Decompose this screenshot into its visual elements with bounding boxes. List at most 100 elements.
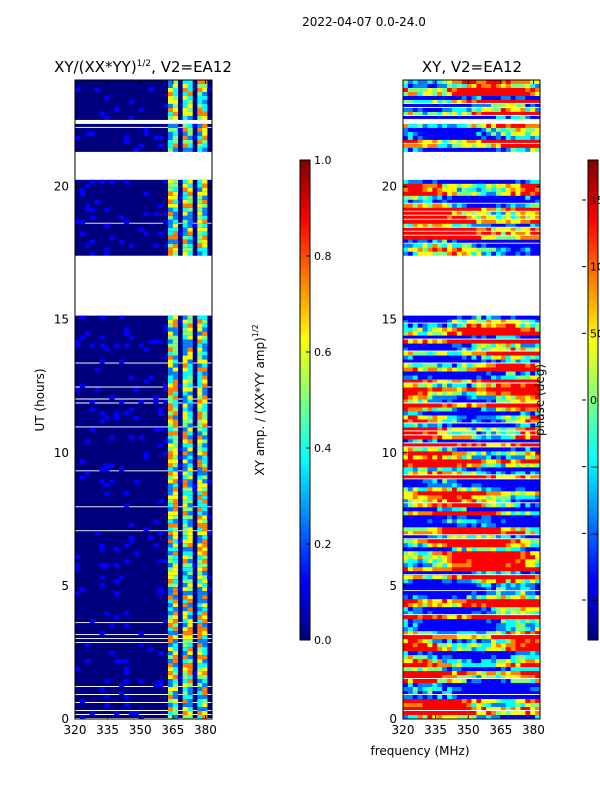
heatmap-cell [530,236,535,240]
heatmap-cell [452,487,457,491]
heatmap-cell [525,368,530,372]
heatmap-cell [496,132,501,136]
heatmap-cell [511,144,516,148]
heatmap-cell [530,663,535,667]
heatmap-cell [447,491,452,495]
heatmap-cell [511,619,516,623]
heatmap-cell [447,344,452,348]
heatmap-cell [516,188,521,192]
heatmap-cell [452,463,457,467]
heatmap-cell [437,635,442,639]
heatmap-cell [447,244,452,248]
heatmap-cell [423,547,428,551]
heatmap-cell [197,124,202,128]
heatmap-cell [197,587,202,591]
heatmap-cell [476,196,481,200]
heatmap-cell [413,188,418,192]
heatmap-cell [192,487,197,491]
heatmap-cell [432,555,437,559]
heatmap-cell [197,100,202,104]
heatmap-cell [457,603,462,607]
heatmap-cell [197,583,202,587]
heatmap-cell [188,132,193,136]
heatmap-cell [442,192,447,196]
heatmap-cell [427,463,432,467]
heatmap-cell [403,511,408,515]
heatmap-cell [452,364,457,368]
heatmap-cell [491,459,496,463]
heatmap-cell [496,567,501,571]
heatmap-cell [496,92,501,96]
heatmap-cell [467,651,472,655]
heatmap-cell [516,659,521,663]
heatmap-cell [202,703,207,707]
heatmap-cell [173,651,178,655]
heatmap-cell [516,627,521,631]
heatmap-cell [442,515,447,519]
heatmap-cell [506,328,511,332]
heatmap-flag-line [403,534,540,535]
heatmap-cell [530,136,535,140]
heatmap-cell [408,372,413,376]
heatmap-cell [423,248,428,252]
heatmap-cell [188,388,193,392]
heatmap-cell [188,80,193,84]
heatmap-cell [457,555,462,559]
heatmap-flag-line [403,103,540,104]
heatmap-cell [530,659,535,663]
heatmap-cell [467,551,472,555]
heatmap-cell [163,356,168,360]
heatmap-cell [452,415,457,419]
heatmap-cell [437,132,442,136]
heatmap-cell [486,180,491,184]
heatmap-cell [197,388,202,392]
heatmap-cell [491,599,496,603]
heatmap-cell [413,192,418,196]
heatmap-cell [501,192,506,196]
heatmap-cell [511,236,516,240]
heatmap-cell [476,615,481,619]
heatmap-cell [496,623,501,627]
heatmap-cell [437,551,442,555]
heatmap-cell [476,643,481,647]
heatmap-cell [486,643,491,647]
heatmap-cell [472,244,477,248]
heatmap-cell [457,328,462,332]
heatmap-cell [202,388,207,392]
heatmap-cell [168,675,173,679]
heatmap-cell [457,551,462,555]
heatmap-cell [476,340,481,344]
heatmap-cell [432,479,437,483]
heatmap-cell [99,411,104,415]
heatmap-cell [173,551,178,555]
heatmap-cell [496,527,501,531]
heatmap-cell [516,144,521,148]
heatmap-cell [491,563,496,567]
heatmap-cell [447,659,452,663]
heatmap-cell [516,519,521,523]
heatmap-cell [202,479,207,483]
heatmap-cell [525,575,530,579]
heatmap-cell [457,463,462,467]
heatmap-cell [80,459,85,463]
heatmap-cell [408,547,413,551]
heatmap-cell [427,583,432,587]
heatmap-cell [472,515,477,519]
heatmap-cell [516,547,521,551]
heatmap-cell [423,407,428,411]
heatmap-cell [188,204,193,208]
heatmap-cell [481,328,486,332]
heatmap-cell [197,563,202,567]
heatmap-cell [525,503,530,507]
heatmap-cell [427,184,432,188]
heatmap-cell [452,372,457,376]
heatmap-flag-line [403,502,540,503]
heatmap-cell [423,184,428,188]
heatmap-cell [511,579,516,583]
heatmap-cell [476,124,481,128]
heatmap-cell [457,659,462,663]
heatmap-cell [437,623,442,627]
heatmap-cell [427,515,432,519]
heatmap-cell [476,559,481,563]
heatmap-cell [188,200,193,204]
